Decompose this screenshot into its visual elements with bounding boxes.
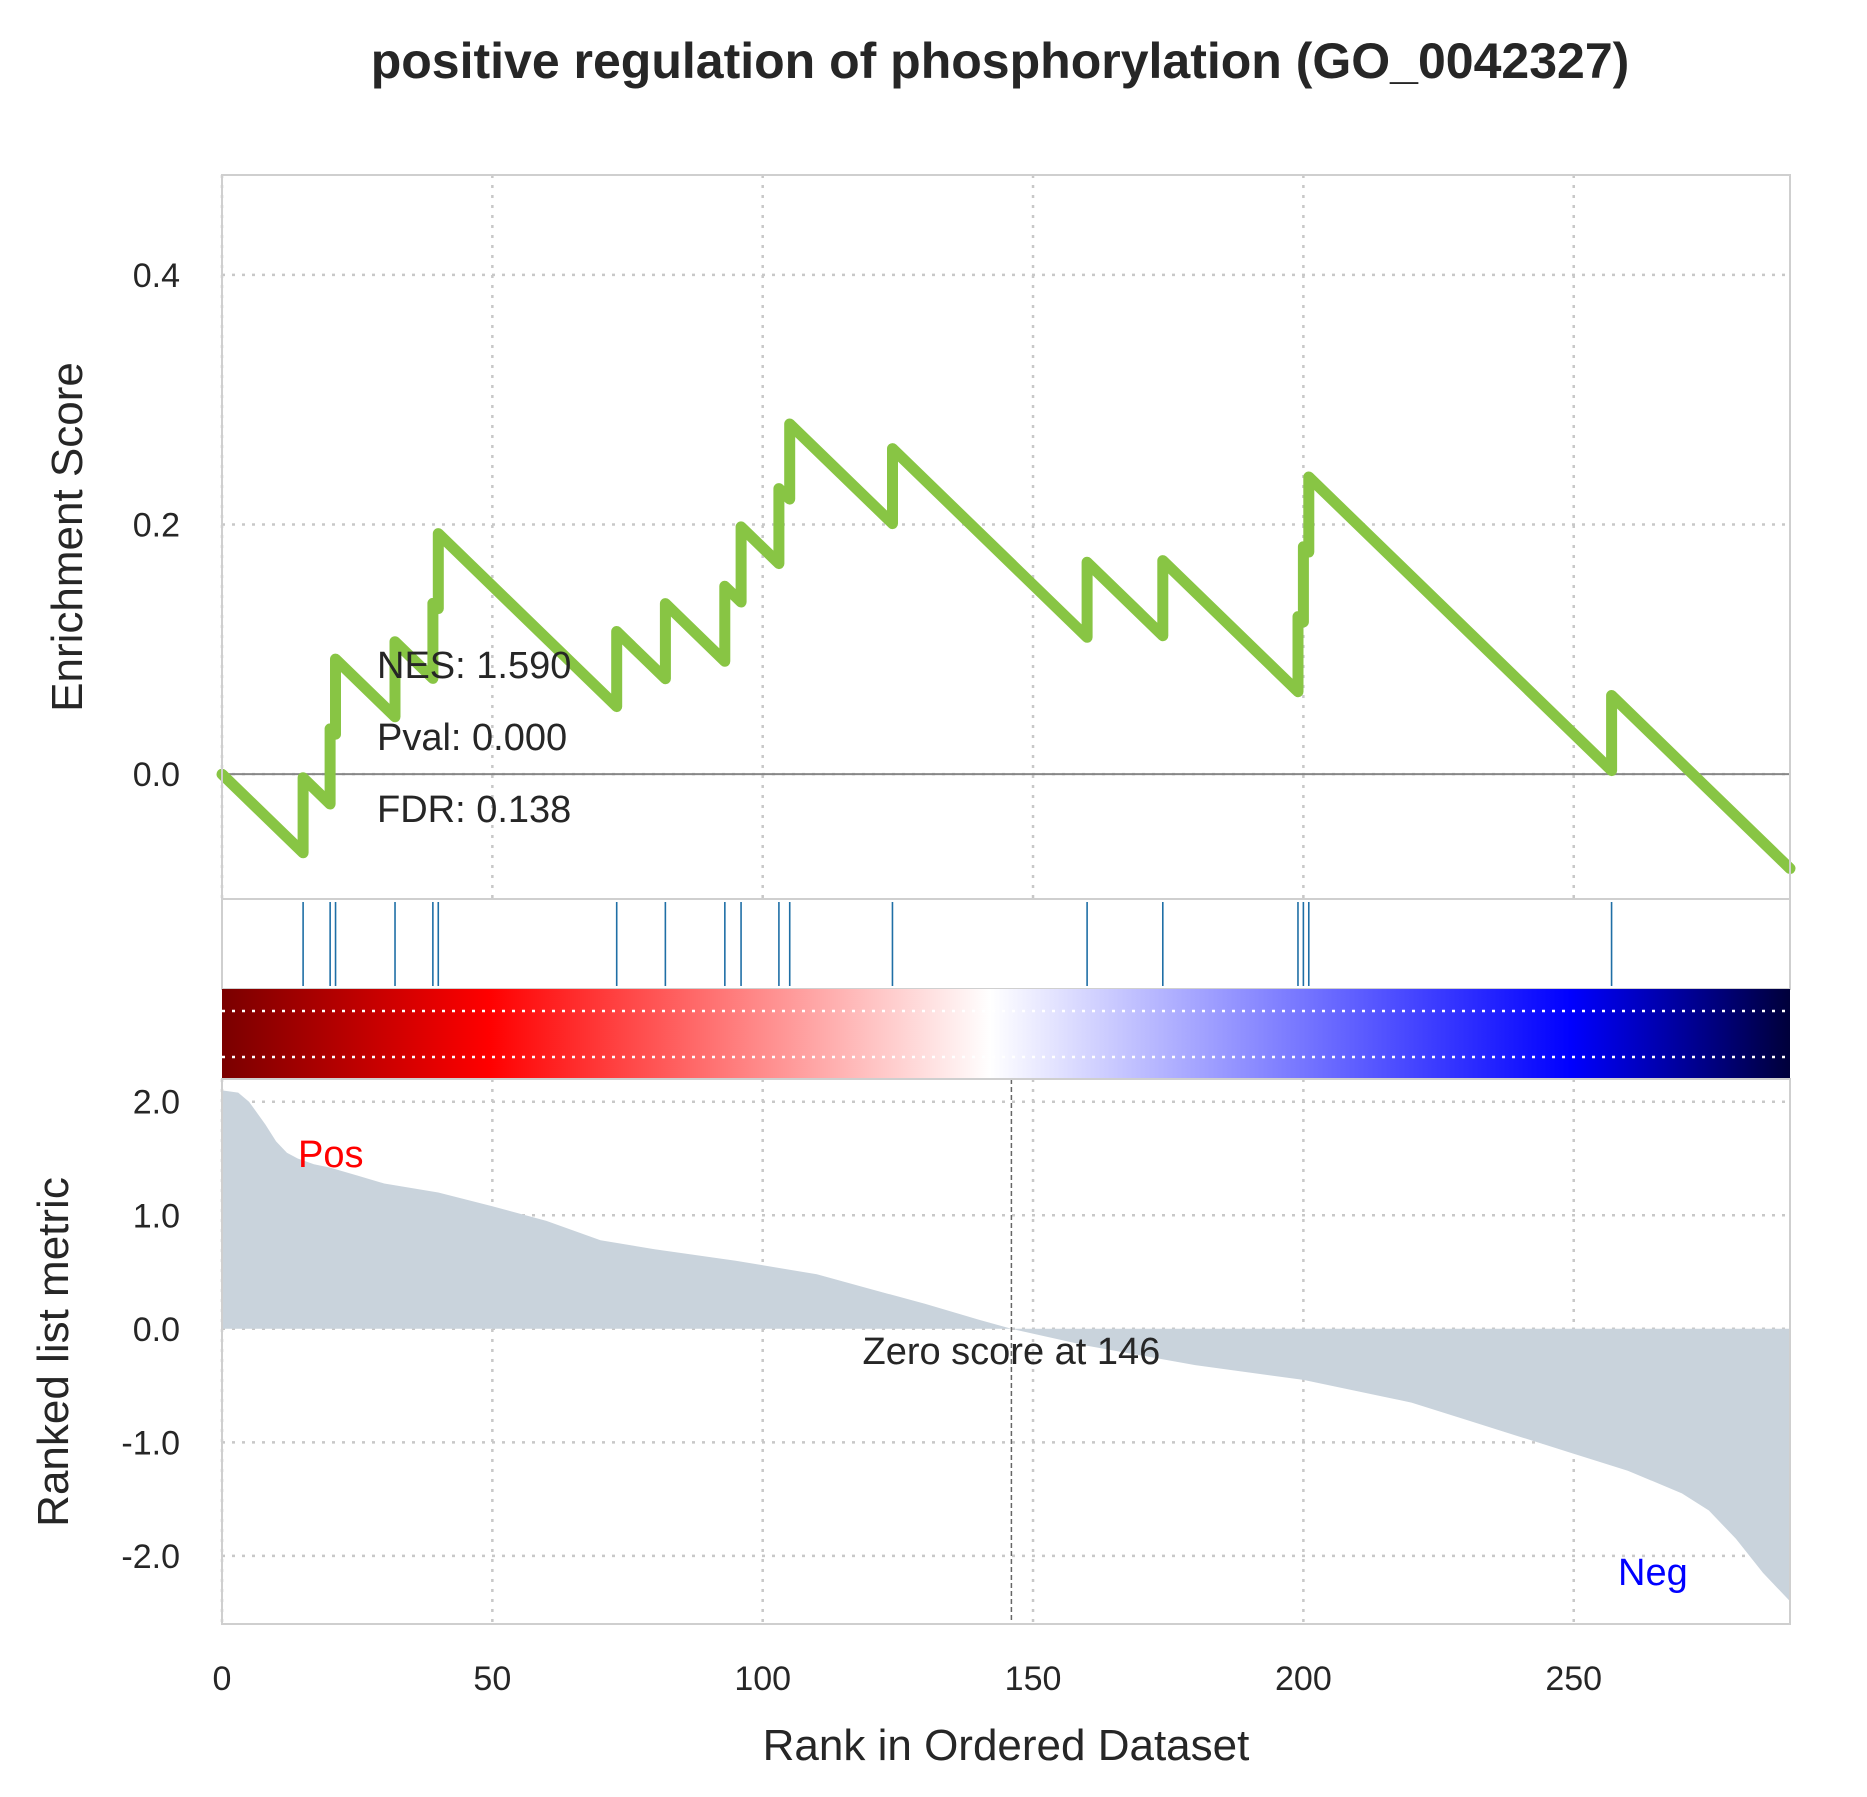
- rm-y-tick-label: -1.0: [121, 1424, 180, 1462]
- es-y-tick-label: 0.4: [133, 257, 180, 295]
- zero-score-label: Zero score at 146: [862, 1331, 1160, 1373]
- gradient-grid: [222, 1009, 1790, 1059]
- es-y-axis-label: Enrichment Score: [43, 362, 92, 712]
- enrichment-panel: 0.0 0.2 0.4 NES: 1.590 Pval: 0.000 FDR: 0.…: [43, 174, 1796, 900]
- rm-y-tick-label: 2.0: [133, 1084, 180, 1122]
- rm-y-ticks: 2.0 1.0 0.0 -1.0 -2.0: [121, 1084, 180, 1576]
- es-curve: [216, 418, 1796, 874]
- neg-label: Neg: [1618, 1552, 1688, 1594]
- x-tick-label: 100: [734, 1660, 791, 1698]
- x-ticks: 0 50 100 150 200 250: [213, 1660, 1603, 1698]
- rm-frame: [221, 1078, 1791, 1625]
- x-tick-label: 250: [1545, 1660, 1602, 1698]
- x-axis-label: Rank in Ordered Dataset: [763, 1721, 1250, 1770]
- hit-lines: [302, 902, 1613, 986]
- es-y-tick-label: 0.2: [133, 507, 180, 545]
- chart-title: positive regulation of phosphorylation (…: [371, 33, 1630, 89]
- rank-gradient-panel: [222, 989, 1790, 1079]
- x-tick-label: 0: [213, 1660, 232, 1698]
- rm-y-tick-label: -2.0: [121, 1538, 180, 1576]
- hits-frame: [221, 898, 1791, 990]
- x-tick-label: 200: [1275, 1660, 1332, 1698]
- fdr-stat: FDR: 0.138: [377, 789, 571, 831]
- ranked-metric-area: [222, 1090, 1790, 1602]
- pval-stat: Pval: 0.000: [377, 717, 567, 759]
- rm-y-axis-label: Ranked list metric: [29, 1177, 78, 1527]
- x-tick-label: 150: [1005, 1660, 1062, 1698]
- es-y-ticks: 0.0 0.2 0.4: [133, 257, 180, 794]
- hits-panel: [221, 898, 1791, 990]
- nes-stat: NES: 1.590: [377, 645, 571, 687]
- rm-y-tick-label: 1.0: [133, 1197, 180, 1235]
- es-y-tick-label: 0.0: [133, 756, 180, 794]
- ranked-metric-panel: Zero score at 146 Pos Neg 2.0 1.0 0.0 -1.0 -…: [29, 1078, 1791, 1625]
- x-tick-label: 50: [473, 1660, 511, 1698]
- rank-gradient-bar: [222, 989, 1790, 1079]
- pos-label: Pos: [298, 1134, 363, 1176]
- rm-y-tick-label: 0.0: [133, 1311, 180, 1349]
